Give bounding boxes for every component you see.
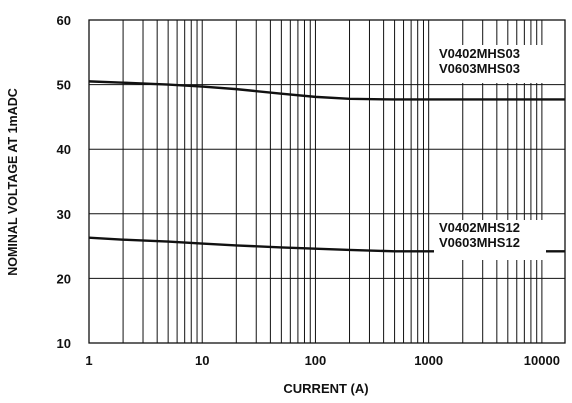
y-axis-label: NOMINAL VOLTAGE AT 1mADC xyxy=(6,88,20,276)
x-tick-label: 1000 xyxy=(414,353,443,368)
x-tick-label: 1 xyxy=(85,353,92,368)
plot-frame xyxy=(88,19,566,344)
y-tick-label: 30 xyxy=(57,207,71,222)
grid xyxy=(89,19,565,344)
x-axis-label: CURRENT (A) xyxy=(283,381,368,396)
series-label: V0402MHS03 xyxy=(439,46,520,61)
series-line-1 xyxy=(88,80,565,101)
y-tick-label: 40 xyxy=(57,142,71,157)
series-label: V0603MHS12 xyxy=(439,235,520,250)
series-label: V0402MHS12 xyxy=(439,220,520,235)
y-tick-label: 60 xyxy=(57,13,71,28)
y-tick-label: 10 xyxy=(57,336,71,351)
y-tick-labels: 10 20 30 40 50 60 xyxy=(57,13,71,351)
y-tick-label: 50 xyxy=(57,78,71,93)
x-tick-label: 10000 xyxy=(524,353,560,368)
series-label-background xyxy=(434,220,546,260)
series-label-background xyxy=(434,45,546,83)
y-tick-label: 20 xyxy=(57,271,71,286)
x-tick-label: 10 xyxy=(195,353,209,368)
x-tick-label: 100 xyxy=(305,353,327,368)
series-label: V0603MHS03 xyxy=(439,61,520,76)
x-tick-labels: 1 10 100 1000 10000 xyxy=(85,353,560,368)
